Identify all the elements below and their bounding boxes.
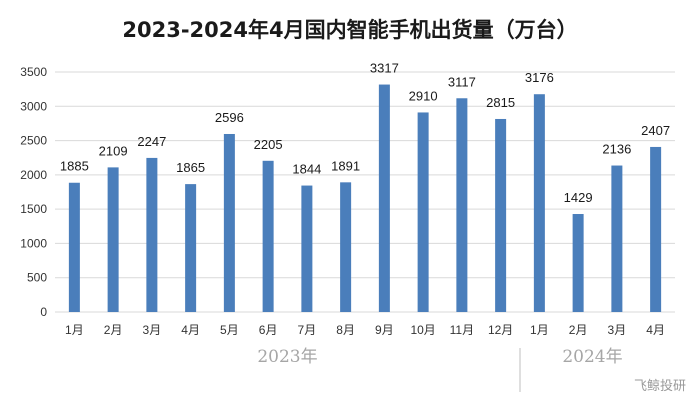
data-label: 2596: [215, 110, 244, 125]
bar: [533, 94, 545, 313]
bar: [185, 184, 197, 312]
x-tick-label: 1月: [530, 323, 549, 337]
bar: [417, 112, 429, 312]
x-tick-label: 6月: [259, 323, 278, 337]
x-tick-label: 10月: [410, 323, 435, 337]
y-tick-label: 500: [27, 271, 47, 285]
y-tick-label: 0: [40, 305, 47, 319]
bar: [572, 214, 584, 312]
bar: [456, 98, 468, 313]
data-label: 1429: [564, 190, 593, 205]
x-tick-label: 3月: [143, 323, 162, 337]
x-tick-label: 3月: [608, 323, 627, 337]
x-tick-label: 9月: [375, 323, 394, 337]
data-label: 1865: [176, 160, 205, 175]
x-tick-label: 7月: [298, 323, 317, 337]
data-label: 2815: [486, 95, 515, 110]
chart-title: 2023-2024年4月国内智能手机出货量（万台）: [122, 18, 578, 42]
data-label: 2910: [409, 88, 438, 103]
year-group-label: 2023年: [257, 347, 317, 367]
bar: [146, 157, 158, 312]
bar: [68, 182, 80, 312]
x-tick-label: 2月: [104, 323, 123, 337]
data-label: 2205: [254, 137, 283, 152]
bar: [223, 133, 235, 312]
data-label: 2109: [99, 143, 128, 158]
bar: [107, 167, 119, 312]
data-label: 2136: [602, 142, 631, 157]
y-tick-label: 3500: [20, 65, 47, 79]
y-tick-label: 3000: [20, 99, 47, 113]
year-group-label: 2024年: [562, 347, 622, 367]
data-label: 1891: [331, 158, 360, 173]
x-tick-label: 8月: [336, 323, 355, 337]
x-tick-label: 5月: [220, 323, 239, 337]
data-label: 2247: [137, 134, 166, 149]
data-label: 1885: [60, 159, 89, 174]
data-label: 3317: [370, 61, 399, 76]
x-tick-label: 2月: [569, 323, 588, 337]
x-tick-label: 1月: [65, 323, 84, 337]
bar: [495, 118, 507, 312]
bar: [301, 185, 313, 312]
data-label: 3117: [448, 74, 476, 89]
y-tick-label: 1000: [20, 236, 47, 250]
data-label: 3176: [525, 70, 554, 85]
bar: [650, 146, 662, 312]
bar: [340, 182, 352, 312]
data-label: 1844: [292, 162, 321, 177]
x-tick-label: 11月: [450, 323, 474, 337]
y-tick-label: 2500: [20, 134, 47, 148]
y-tick-label: 1500: [20, 202, 47, 216]
watermark-logo: 飞鲸投研: [633, 379, 686, 394]
x-tick-label: 4月: [646, 323, 665, 337]
y-tick-label: 2000: [20, 168, 47, 182]
bar: [262, 160, 274, 312]
bar: [378, 84, 390, 312]
x-tick-label: 12月: [488, 323, 513, 337]
bar: [611, 165, 623, 312]
x-tick-label: 4月: [181, 323, 200, 337]
data-label: 2407: [641, 123, 670, 138]
